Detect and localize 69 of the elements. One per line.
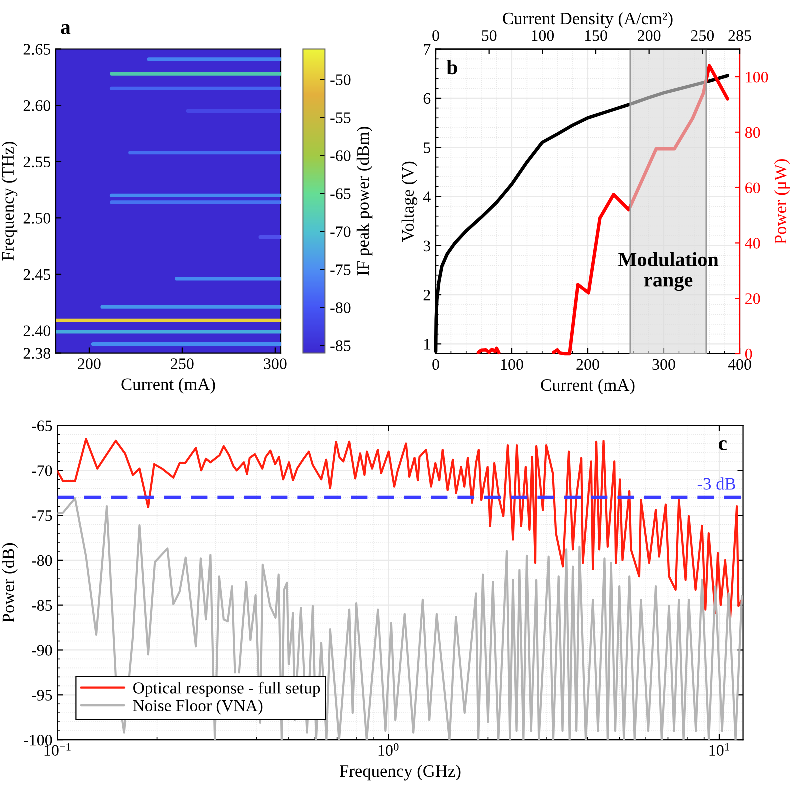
band-label: Modulation range [618,252,719,292]
x-tick-label: 0 [432,359,440,370]
chart-title: a [61,24,71,34]
legend-label: Noise Floor (VNA) [133,700,263,715]
chart-title: c [718,440,727,450]
color-bar-label: -65 [330,188,351,200]
y2-tick-label: 20 [746,294,760,304]
y-tick-label: 2.50 [24,213,51,224]
y-tick-label: 2.40 [24,326,51,337]
y-tick-label: 1 [424,339,430,350]
x-axis-title: Current (mA) [122,378,216,394]
color-bar-label: -75 [330,264,351,276]
y2-tick-label: 40 [745,238,760,249]
y-axis-title: Voltage (V) [402,162,418,242]
y-tick-label: 2.60 [24,100,51,112]
x2-tick-label: 200 [638,30,661,42]
x-axis-title: Current (mA) [541,378,635,395]
y-axis-title: Power (dB) [2,543,18,623]
y-tick-label: 6 [424,93,431,104]
color-bar-label: -70 [330,226,351,238]
y-tick-label: -75 [32,510,52,522]
y-tick-label: 5 [424,142,431,154]
x-tick-label: 10$^{1}$ [710,743,730,756]
y-tick-label: 2.45 [24,269,51,280]
y-tick-label: 2.65 [24,44,51,56]
x-tick-label: 300 [264,358,287,370]
y-tick-label: -100 [24,734,52,746]
x-tick-label: 250 [171,358,194,370]
color-bar-label: -50 [330,74,351,86]
y2-tick-label: 80 [745,127,760,138]
x2-axis-title: Current Density (A/cm²) [503,12,673,28]
y-tick-label: -70 [32,466,52,476]
x-tick-label: 400 [728,359,752,370]
y2-axis-title: Power (μW) [774,159,790,244]
x2-tick-label: 250 [691,30,714,42]
y-tick-label: -85 [32,600,52,612]
y2-tick-label: 60 [746,182,760,194]
color-bar-label: -60 [330,150,351,162]
y-tick-label: 4 [423,192,431,202]
x2-tick-label: 285 [728,30,752,42]
legend-label: Optical response - full setup [134,682,320,698]
x-tick-label: 10$^{0}$ [378,743,399,756]
y2-tick-label: 0 [745,348,752,360]
x-tick-label: 200 [78,358,101,370]
chart-title: b [446,60,458,75]
y-tick-label: 2.38 [24,348,51,360]
color-bar-title: IF peak power (dBm) [356,127,373,276]
color-bar-label: -55 [330,112,351,124]
x2-tick-label: 0 [432,30,440,42]
x2-tick-label: 50 [482,30,497,42]
y-tick-label: 2 [424,290,430,301]
x2-tick-label: 150 [585,30,608,42]
y-tick-label: 7 [424,44,431,55]
y-tick-label: 2.55 [24,156,51,168]
color-bar-label: -80 [330,302,351,314]
x-tick-label: 300 [652,359,676,370]
y-tick-label: -95 [32,690,52,701]
y-axis-title: Frequency (THz) [2,142,18,261]
x-axis-title: Frequency (GHz) [340,764,461,781]
ref-line-label: -3 dB [698,478,736,490]
y-tick-label: -65 [32,420,52,432]
color-bar-label: -85 [330,340,351,352]
x2-tick-label: 100 [532,30,554,42]
x-tick-label: 100 [501,359,524,370]
y2-tick-label: 100 [746,72,768,83]
x-tick-label: 200 [576,359,600,370]
y-tick-label: -90 [32,645,52,656]
y-tick-label: -80 [32,555,52,566]
y-tick-label: 3 [424,240,431,252]
